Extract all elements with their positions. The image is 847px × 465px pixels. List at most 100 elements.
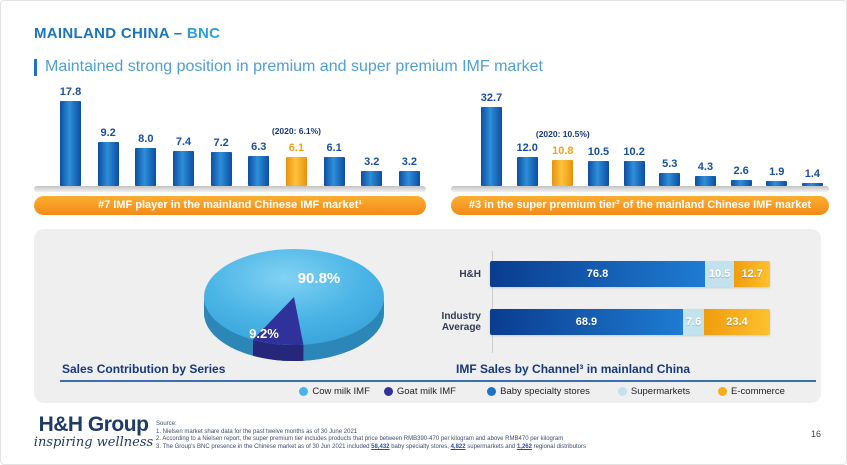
page-title-main: MAINLAND CHINA – — [34, 25, 183, 42]
bar-value-label: 6.1 — [288, 141, 305, 154]
highlight-bar — [552, 159, 574, 186]
bar-value-label: 6.1 — [326, 141, 342, 154]
baseline-shadow — [34, 186, 426, 192]
page-title: MAINLAND CHINA – BNC — [34, 25, 220, 42]
bar — [766, 181, 788, 186]
imf-market-share-chart: 17.8 9.2 8.0 7.4 7.2 6.3 (2020: 6.1%) 6.1 6.1 3.2… — [34, 81, 426, 221]
bar-value-label: 7.2 — [213, 136, 229, 149]
segment-value-label: 12.7 — [741, 268, 763, 280]
legend-item-goat-milk: Goat milk IMF — [383, 386, 456, 397]
goat-milk-dot-icon — [383, 387, 393, 396]
bar-value-label: 10.8 — [552, 144, 574, 157]
bar-value-label: 8.0 — [138, 132, 154, 145]
subtitle-accent-bar — [34, 58, 37, 76]
legend-label: Goat milk IMF — [396, 386, 456, 397]
bar — [172, 150, 194, 186]
bar — [398, 170, 420, 186]
bar-item: 1.4 — [801, 81, 823, 186]
cow-milk-value-label: 90.8% — [298, 270, 341, 287]
stacked-row-label: H&H — [459, 268, 481, 280]
right-chart-caption-banner: #3 in the super premium tier² of the mai… — [451, 196, 829, 215]
source-note-2: 2. According to a Nielsen report, the su… — [156, 436, 564, 442]
bar — [694, 175, 716, 186]
bar — [248, 155, 270, 186]
bar-value-label: 4.3 — [697, 160, 714, 173]
bar-item: 32.7 — [481, 81, 502, 186]
bar-item: (2020: 6.1%) 6.1 — [272, 81, 321, 186]
baby-stores-dot-icon — [487, 387, 497, 396]
channel-section-title: IMF Sales by Channel³ in mainland China — [456, 362, 691, 376]
bar-value-label: 17.8 — [59, 85, 82, 98]
bar — [323, 156, 345, 186]
bar-item: 7.4 — [172, 81, 194, 186]
source-note-1: 1. Nielsen market share data for the pas… — [156, 428, 358, 435]
bar-value-label: 10.5 — [587, 145, 610, 158]
segment-value-label: 76.8 — [586, 268, 609, 280]
legend-label: Baby specialty stores — [500, 386, 590, 397]
bar-value-label: 2.6 — [733, 164, 749, 177]
subtitle-text: Maintained strong position in premium an… — [45, 58, 543, 75]
logo-tagline: inspiring wellness — [33, 435, 154, 450]
bar-chart-bars: 17.8 9.2 8.0 7.4 7.2 6.3 (2020: 6.1%) 6.1 6.1 3.2… — [60, 81, 420, 186]
supermarkets-dot-icon — [617, 387, 627, 396]
source-note-3: 3. The Group's BNC presence in the Chine… — [156, 443, 586, 450]
legend-item-baby-stores: Baby specialty stores — [487, 386, 590, 397]
segment-value-label: 68.9 — [575, 316, 598, 328]
bar — [210, 151, 232, 186]
stacked-chart-axis — [492, 251, 493, 353]
legend-label: Supermarkets — [630, 386, 691, 397]
segment: 76.8 — [490, 261, 706, 287]
pie-legend: Cow milk IMF Goat milk IMF — [60, 386, 456, 397]
pie-chart-svg: 90.8% 9.2% — [204, 249, 384, 361]
bar-item: 3.2 — [361, 81, 383, 186]
channel-legend: Baby specialty stores Supermarkets E-com… — [456, 386, 816, 397]
highlight-annotation: (2020: 6.1%) — [271, 125, 322, 136]
bottom-panel: 90.8% 9.2% Sales Contribution by Series … — [34, 229, 821, 403]
segment: 23.4 — [704, 309, 770, 335]
page-title-accent: BNC — [186, 25, 221, 42]
bar-value-label: 3.2 — [364, 155, 380, 168]
bar-item: 17.8 — [60, 81, 81, 186]
bar-value-label: 3.2 — [401, 155, 418, 168]
legend-item-supermarkets: Supermarkets — [617, 386, 691, 397]
logo-wordmark: H&H Group — [38, 413, 149, 436]
bar — [623, 161, 645, 186]
stacked-bar-row: H&H 76.8 10.5 12.7 — [404, 261, 779, 287]
bar — [730, 179, 752, 186]
bar-chart-bars: 32.7 12.0 (2020: 10.5%) 10.8 10.5 10.2 5.3 4.3 2… — [481, 81, 823, 186]
segment-value-label: 23.4 — [726, 316, 748, 328]
bar-item: (2020: 10.5%) 10.8 — [536, 81, 590, 186]
bar-item: 5.3 — [659, 81, 681, 186]
segment: 10.5 — [705, 261, 735, 287]
legend-item-cow-milk: Cow milk IMF — [299, 386, 370, 397]
bar — [659, 173, 681, 186]
bar — [135, 147, 157, 186]
goat-slice-side — [253, 339, 304, 361]
stacked-bar-row: Industry Average 68.9 7.6 23.4 — [404, 309, 779, 335]
sales-series-pie-chart: 90.8% 9.2% — [194, 241, 394, 377]
segment: 7.6 — [682, 309, 705, 335]
channel-stacked-chart: H&H 76.8 10.5 12.7 Industry Average 68.9 7.6 23… — [404, 261, 779, 357]
bar-value-label: 12.0 — [516, 141, 538, 154]
bar-item: 10.5 — [588, 81, 609, 186]
bar-item: 12.0 — [516, 81, 538, 186]
segment-value-label: 10.5 — [709, 268, 731, 280]
bar-item: 7.2 — [210, 81, 232, 186]
bar-item: 4.3 — [694, 81, 716, 186]
bar-item: 10.2 — [623, 81, 645, 186]
stacked-row-label: Industry Average — [441, 311, 481, 333]
goat-milk-value-label: 9.2% — [249, 326, 279, 341]
bar — [481, 106, 502, 186]
pie-section-title: Sales Contribution by Series — [62, 362, 226, 376]
baseline-shadow — [451, 186, 829, 192]
bar-value-label: 10.2 — [623, 146, 645, 159]
segment: 12.7 — [734, 261, 770, 287]
bar-item: 3.2 — [398, 81, 420, 186]
bar-item: 6.1 — [323, 81, 345, 186]
legend-label: Cow milk IMF — [312, 386, 370, 397]
page-number: 16 — [810, 429, 821, 439]
super-premium-share-chart: 32.7 12.0 (2020: 10.5%) 10.8 10.5 10.2 5.3 4.3 2… — [451, 81, 829, 221]
goat-milk-slice — [253, 297, 304, 345]
left-chart-caption-banner: #7 IMF player in the mainland Chinese IM… — [34, 196, 426, 215]
